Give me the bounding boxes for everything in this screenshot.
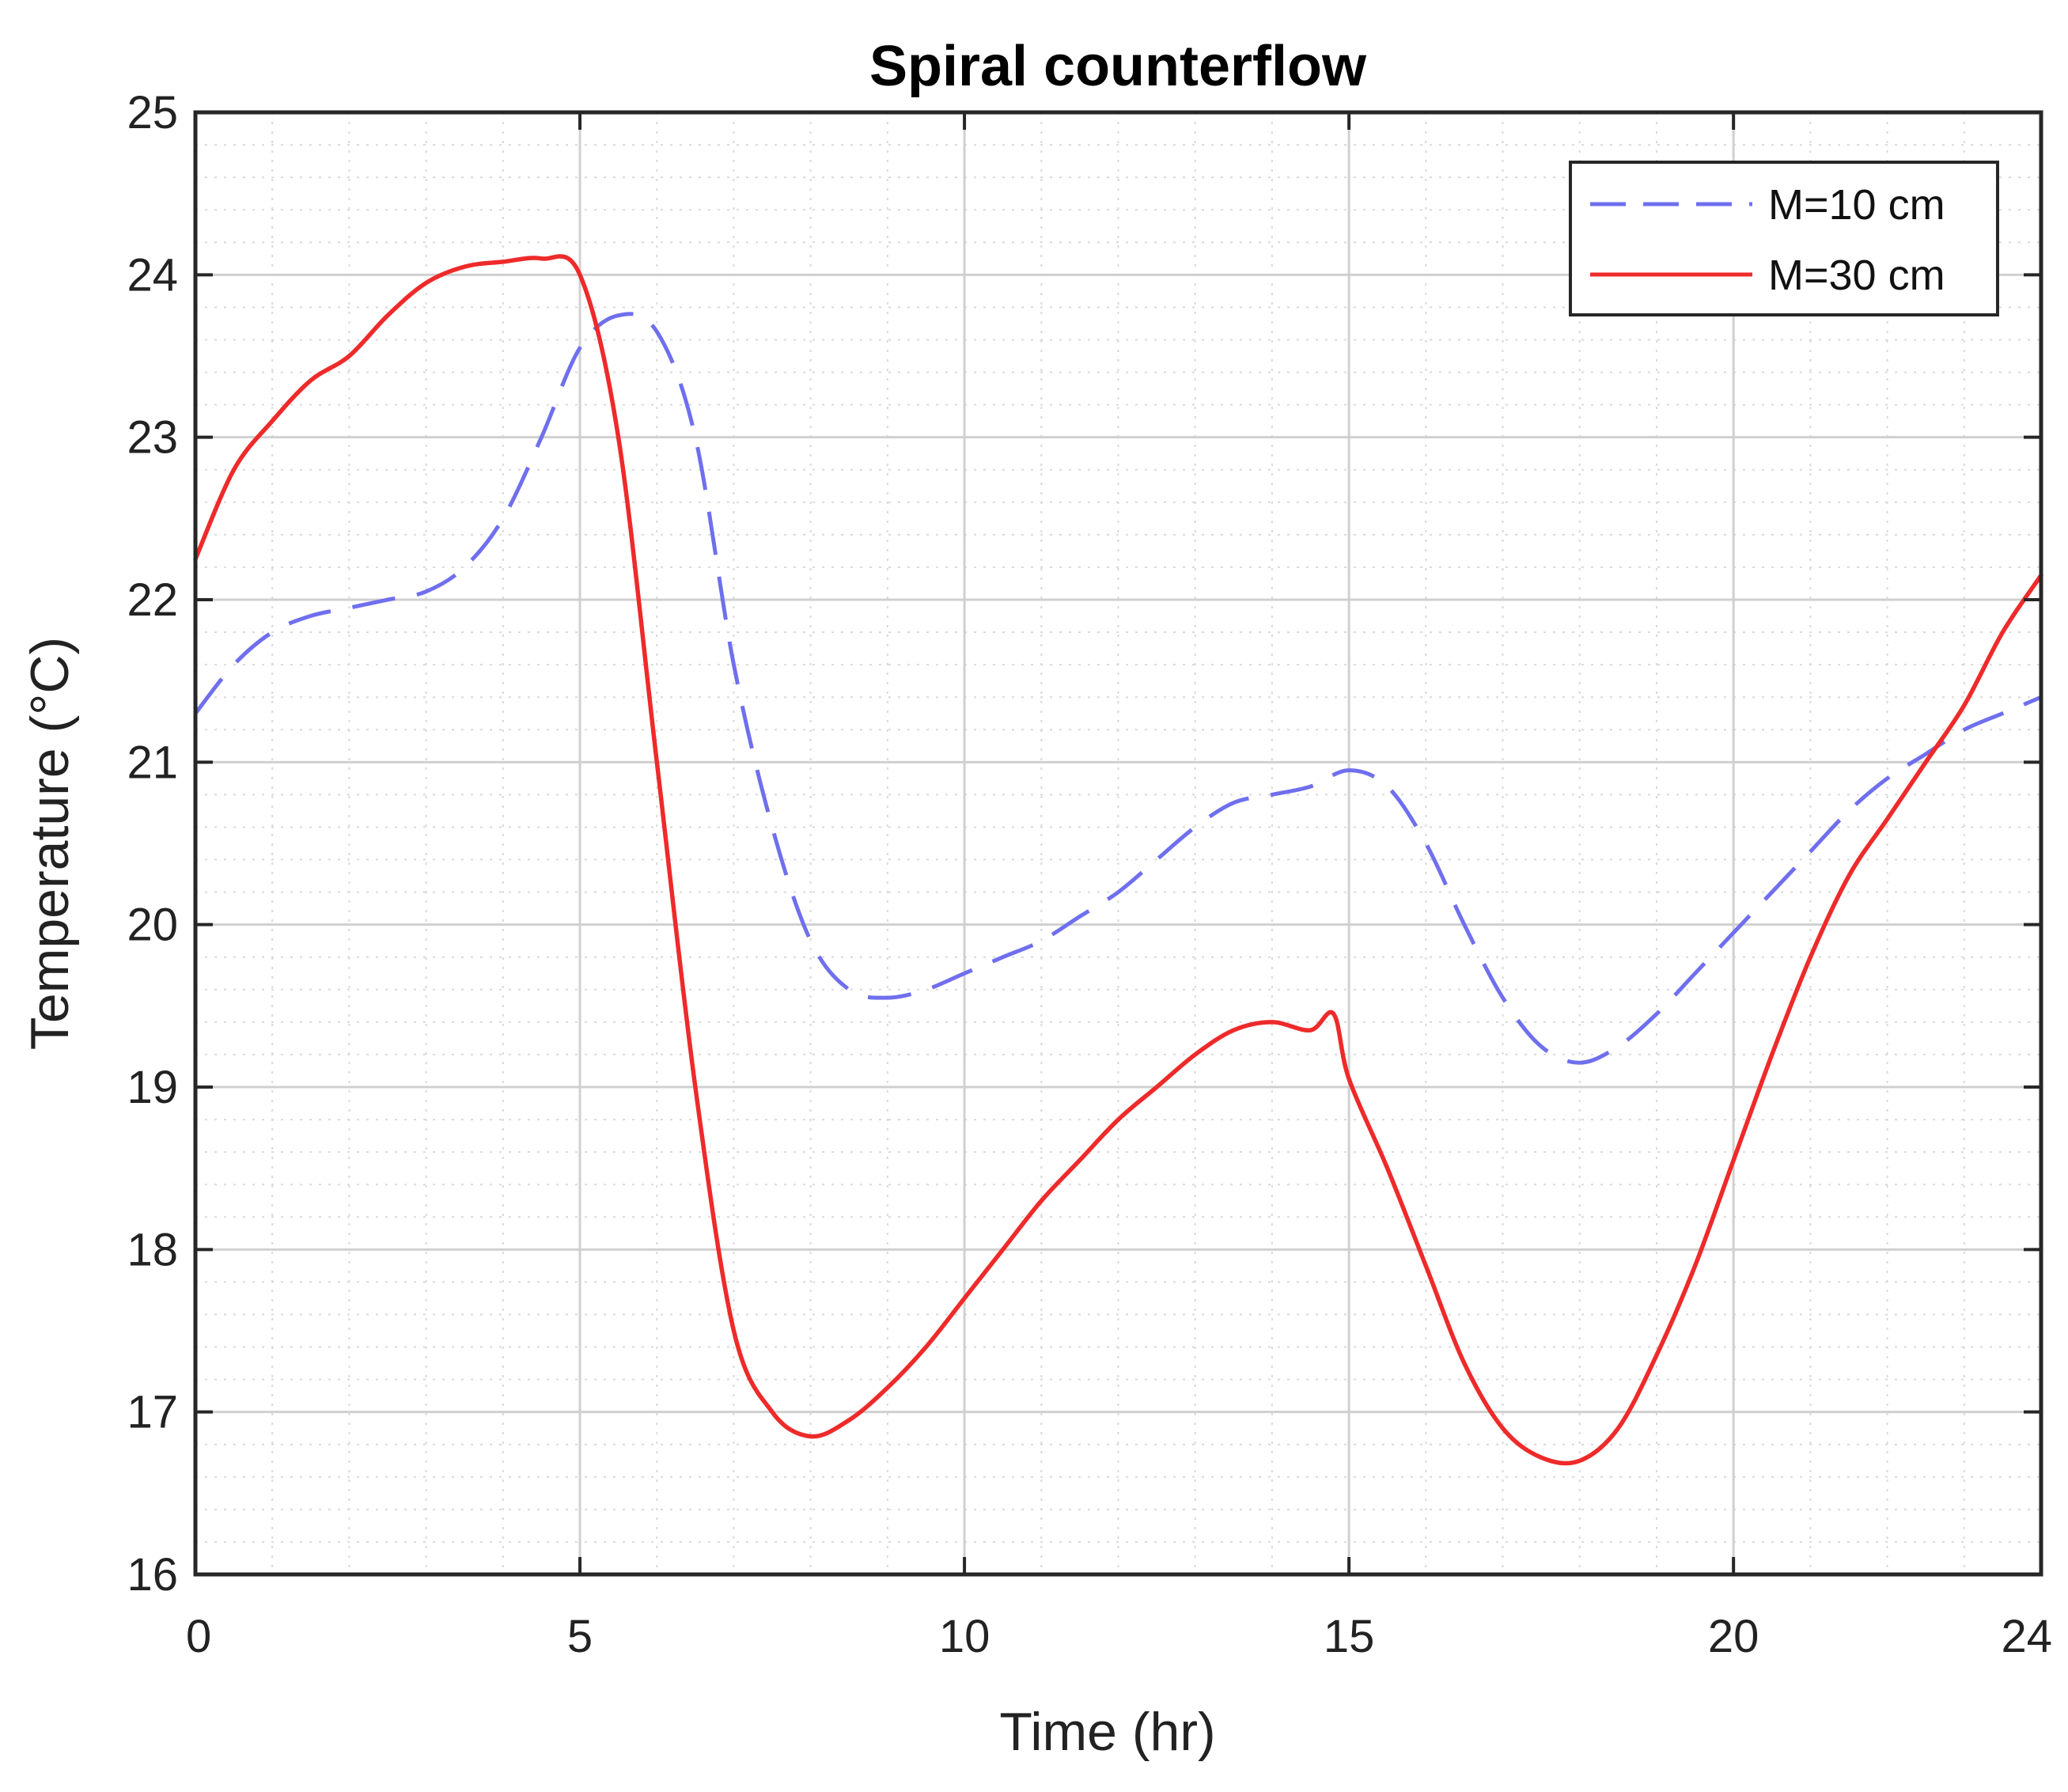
y-axis-label: Temperature (°C) bbox=[20, 637, 80, 1050]
y-tick-label: 19 bbox=[127, 1062, 178, 1113]
legend-box bbox=[1569, 161, 1999, 316]
y-tick-label: 21 bbox=[127, 737, 178, 788]
x-tick-label: 0 bbox=[186, 1611, 211, 1662]
y-tick-label: 22 bbox=[127, 574, 178, 626]
series-line-m-10-cm bbox=[194, 312, 2042, 1065]
x-tick-label: 10 bbox=[939, 1611, 990, 1662]
series-line-m-30-cm bbox=[193, 254, 2043, 1466]
y-tick-label: 16 bbox=[127, 1549, 178, 1601]
y-tick-label: 25 bbox=[127, 87, 178, 138]
y-tick-label: 20 bbox=[127, 900, 178, 951]
y-tick-label: 17 bbox=[127, 1387, 178, 1438]
series-layer bbox=[193, 254, 2043, 1466]
legend-label-m30: M=30 cm bbox=[1768, 252, 1945, 299]
y-tick-label: 23 bbox=[127, 412, 178, 464]
x-axis-label: Time (hr) bbox=[999, 1702, 1215, 1762]
x-tick-label: 15 bbox=[1324, 1611, 1375, 1662]
x-tick-label: 20 bbox=[1708, 1611, 1759, 1662]
tick-layer: 16 17 18 19 20 21 22 23 24 25 0 5 10 15 20 24 bbox=[127, 87, 2052, 1662]
y-tick-label: 24 bbox=[127, 249, 178, 301]
legend-label-m10: M=10 cm bbox=[1768, 181, 1945, 229]
x-tick-label: 5 bbox=[567, 1611, 593, 1662]
plot-frame bbox=[193, 110, 2043, 1577]
legend: M=10 cm M=30 cm bbox=[1569, 161, 1999, 316]
chart-title: Spiral counterflow bbox=[869, 35, 1367, 98]
x-tick-label: 24 bbox=[2001, 1611, 2052, 1662]
y-tick-label: 18 bbox=[127, 1224, 178, 1275]
